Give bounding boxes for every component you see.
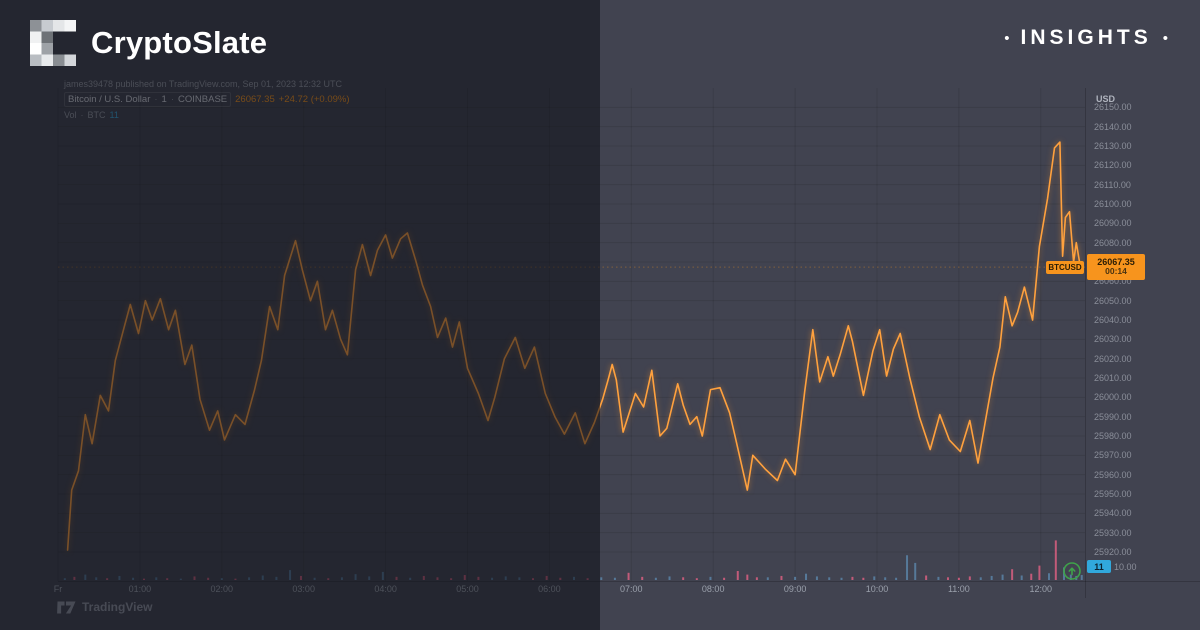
badge-right-dot: • [1162, 29, 1168, 47]
price-tick-label: 25950.00 [1094, 489, 1132, 499]
time-tick-label: 09:00 [783, 584, 807, 594]
time-tick-label: 08:00 [701, 584, 725, 594]
price-tick-label: 26120.00 [1094, 160, 1132, 171]
insights-badge: • INSIGHTS • [1004, 26, 1168, 50]
price-tick-label: 26080.00 [1094, 237, 1132, 248]
price-tick-label: 26030.00 [1094, 334, 1132, 345]
volume-axis-badge: 11 [1087, 560, 1111, 573]
price-tick-label: 25920.00 [1094, 547, 1132, 557]
brand-block: CryptoSlate [30, 20, 267, 66]
last-price-axis-label: 26067.35 00:14 [1087, 254, 1145, 281]
volume-axis-label-row: 11 10.00 [1087, 560, 1137, 573]
price-tick-label: 26140.00 [1094, 121, 1132, 132]
time-tick-label: 10:00 [865, 584, 889, 594]
badge-left-dot: • [1004, 29, 1010, 47]
price-tick-label: 25970.00 [1094, 450, 1132, 461]
cryptoslate-logo-icon [30, 20, 76, 66]
price-tick-label: 25960.00 [1094, 469, 1132, 480]
price-tick-label: 25990.00 [1094, 411, 1132, 422]
brand-name: CryptoSlate [91, 25, 268, 60]
price-tick-label: 25930.00 [1094, 527, 1132, 538]
price-tick-label: 26050.00 [1094, 295, 1132, 306]
price-tick-label: 26110.00 [1094, 179, 1131, 190]
scroll-to-realtime-button[interactable] [1062, 561, 1082, 581]
price-tick-label: 26010.00 [1094, 373, 1132, 383]
bar-countdown-text: 00:14 [1105, 266, 1127, 277]
price-tick-label: 26040.00 [1094, 315, 1132, 325]
price-tick-label: 26000.00 [1094, 392, 1132, 403]
symbol-price-tag: BTCUSD [1046, 260, 1084, 274]
price-tick-label: 26100.00 [1094, 199, 1132, 209]
scroll-to-realtime-icon [1063, 562, 1081, 580]
price-axis-currency-label: USD [1096, 94, 1116, 104]
price-tick-label: 26060.00 [1094, 276, 1132, 287]
badge-label: INSIGHTS [1020, 26, 1152, 49]
price-tick-label: 26150.00 [1094, 102, 1132, 113]
dark-overlay [0, 0, 600, 630]
price-tick-label: 25980.00 [1094, 431, 1132, 441]
price-tick-label: 26130.00 [1094, 141, 1132, 151]
price-tick-label: 26090.00 [1094, 218, 1132, 229]
partial-price-tick: 10.00 [1114, 561, 1137, 572]
time-tick-label: 12:00 [1029, 584, 1053, 594]
time-tick-label: 11:00 [947, 584, 970, 594]
time-tick-label: 07:00 [620, 584, 643, 594]
last-price-text: 26067.35 [1097, 257, 1135, 268]
price-tick-label: 25940.00 [1094, 508, 1132, 519]
price-tick-label: 26020.00 [1094, 353, 1132, 364]
